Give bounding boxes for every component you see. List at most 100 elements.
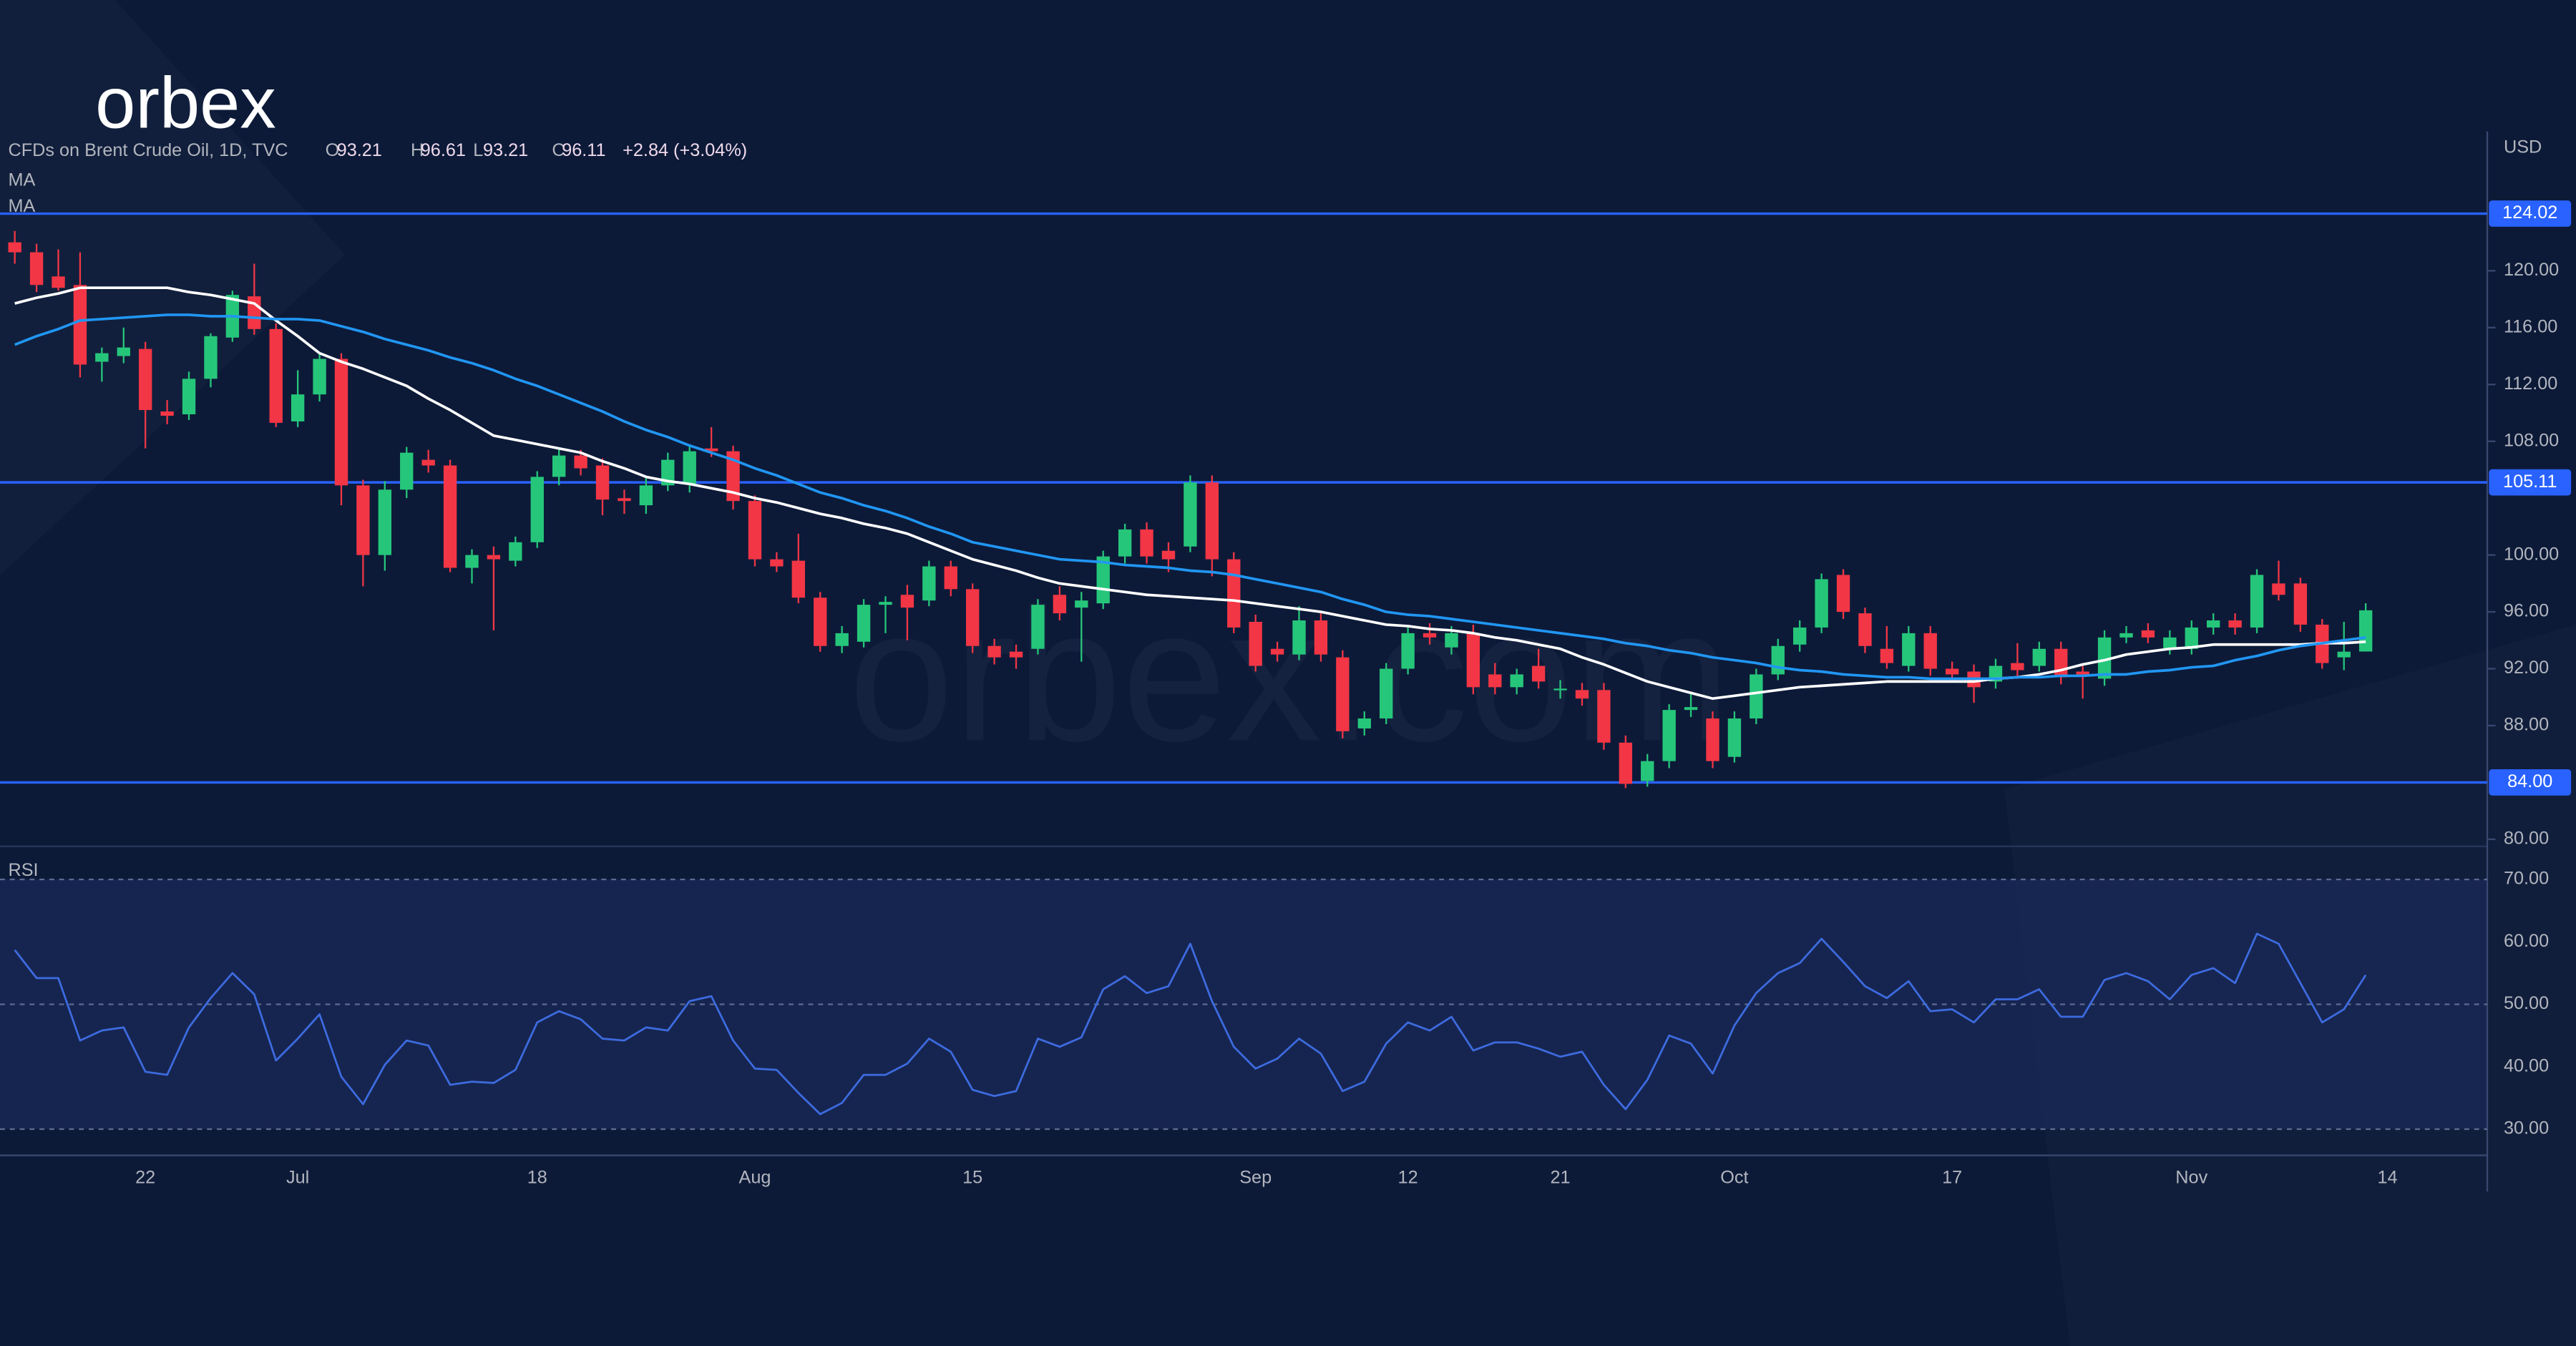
candle-body (879, 602, 892, 605)
candle-body (1750, 674, 1763, 719)
y-tick-label: 112.00 (2504, 374, 2557, 394)
candle-body (1053, 595, 1067, 614)
header-value: 93.21 (483, 140, 528, 160)
header-value: 93.21 (337, 140, 382, 160)
candle-body (1727, 718, 1742, 757)
candle-body (1531, 665, 1546, 682)
x-tick-label: 22 (135, 1167, 155, 1187)
candle-body (1401, 633, 1415, 669)
candle-body (1510, 674, 1523, 688)
candle-body (530, 477, 544, 542)
rsi-line (14, 932, 2367, 1116)
candle-body (748, 501, 762, 560)
header-label: O (326, 140, 340, 160)
y-tick-label: 116.00 (2504, 317, 2557, 337)
candle-body (1706, 718, 1719, 761)
chart-title: CFDs on Brent Crude Oil, 1D, TVC (8, 140, 288, 160)
candle-body (1205, 482, 1219, 560)
moving-average (14, 286, 2366, 701)
x-tick-label: 15 (962, 1167, 982, 1187)
candle-body (1445, 633, 1458, 648)
candle-body (1423, 633, 1437, 638)
level-label-box (2489, 769, 2572, 796)
candle-body (117, 347, 130, 356)
y-tick-label: 80.00 (2504, 829, 2549, 849)
level-label-box (2489, 469, 2572, 496)
candle-body (1771, 645, 1785, 675)
x-tick-label: Sep (1239, 1167, 1272, 1187)
candle-body (1336, 657, 1350, 731)
candle-body (400, 452, 414, 490)
candle-body (814, 598, 827, 646)
candle-body (770, 559, 784, 567)
candle-body (2250, 575, 2264, 628)
candle-body (2272, 583, 2285, 595)
candle-body (2054, 648, 2068, 678)
candle-body (1161, 550, 1176, 560)
candle-body (1575, 690, 1589, 699)
candle-body (944, 566, 957, 590)
x-tick-label: Oct (1720, 1167, 1748, 1187)
candle-body (2119, 633, 2133, 638)
candle-body (2032, 648, 2046, 666)
price-pane (0, 212, 2488, 789)
candle-body (1357, 718, 1371, 728)
x-tick-label: 18 (527, 1167, 547, 1187)
header-label: L (473, 140, 483, 160)
candle-body (1923, 633, 1937, 669)
y-tick-label: 70.00 (2504, 869, 2549, 889)
x-tick-label: 17 (1942, 1167, 1962, 1187)
y-tick-label: 96.00 (2504, 601, 2549, 621)
x-tick-label: Nov (2175, 1167, 2207, 1187)
candle-body (1902, 633, 1916, 666)
x-tick-label: Aug (739, 1167, 771, 1187)
candle-body (2097, 637, 2112, 679)
candle-body (1880, 648, 1894, 663)
candle-body (574, 455, 587, 469)
candle-body (2185, 627, 2198, 649)
candle-body (900, 595, 914, 608)
candle-body (1466, 633, 1480, 688)
candle-body (1945, 668, 1959, 675)
candle-body (269, 328, 283, 423)
candle-body (1488, 674, 1502, 688)
candle-body (704, 448, 718, 452)
candle-body (2141, 630, 2155, 638)
candle-body (683, 451, 696, 484)
rsi-pane (0, 878, 2488, 1131)
candle-body (2076, 671, 2089, 675)
header-label: H (411, 140, 424, 160)
header-value: 96.61 (421, 140, 466, 160)
logo: orbex (95, 63, 276, 143)
x-tick-label: 12 (1398, 1167, 1418, 1187)
x-tick-label: 21 (1551, 1167, 1571, 1187)
candle-body (291, 394, 305, 421)
candle-body (2228, 620, 2242, 628)
candle-body (857, 605, 871, 642)
candle-body (73, 285, 87, 365)
candle-body (1009, 651, 1023, 658)
y-tick-label: 120.00 (2504, 260, 2559, 280)
candle-body (487, 555, 501, 560)
candle-body (966, 589, 980, 646)
candle-body (182, 379, 196, 414)
candle-body (1140, 529, 1153, 557)
y-tick-label: 60.00 (2504, 931, 2549, 951)
candle-body (1619, 742, 1632, 784)
candle-body (1858, 613, 1872, 646)
candle-body (378, 489, 392, 555)
candle-body (1314, 620, 1328, 655)
candle-body (1597, 690, 1611, 743)
candle-body (1118, 529, 1132, 557)
candle-body (443, 465, 457, 568)
candle-body (2163, 637, 2177, 649)
candle-body (661, 459, 675, 486)
candle-body (1815, 579, 1828, 628)
axes: 80.00 88.00 92.00 96.00 100.00 108.00 112.00 11… (135, 200, 2572, 1187)
candle-body (1227, 559, 1241, 628)
candle-body (835, 633, 849, 646)
x-tick-label: 14 (2377, 1167, 2397, 1187)
rsi-title: RSI (8, 860, 38, 880)
watermark: orbex.com (849, 569, 1731, 780)
